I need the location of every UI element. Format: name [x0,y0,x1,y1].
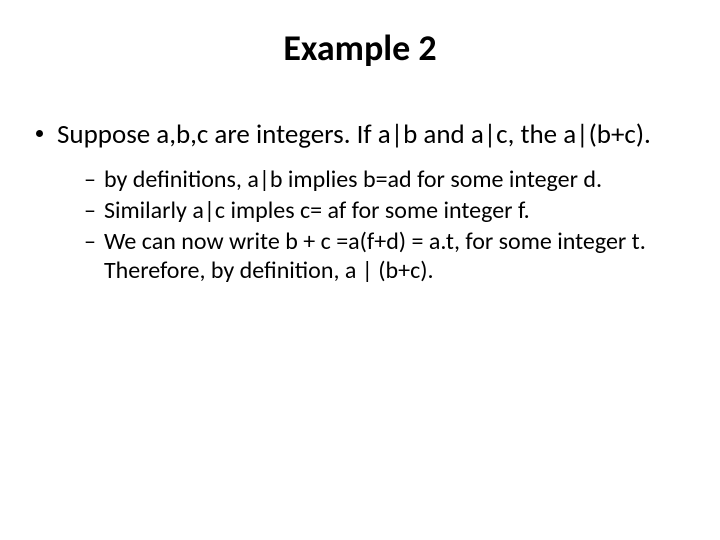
sub-bullet-text: We can now write b + c =a(f+d) = a.t, fo… [104,227,684,285]
sub-bullet: – by definitions, a|b implies b=ad for s… [84,165,684,194]
slide-title: Example 2 [36,26,684,70]
main-bullet: Suppose a,b,c are integers. If a|b and a… [36,118,684,151]
bullet-dot-icon [36,130,43,137]
sub-bullet-text: Similarly a|c imples c= af for some inte… [104,196,530,225]
dash-icon: – [84,227,96,256]
sub-bullet-text: by definitions, a|b implies b=ad for som… [104,165,602,194]
dash-icon: – [84,196,96,225]
sub-bullet: – We can now write b + c =a(f+d) = a.t, … [84,227,684,285]
slide: Example 2 Suppose a,b,c are integers. If… [0,0,720,540]
sub-bullet-list: – by definitions, a|b implies b=ad for s… [84,165,684,285]
main-bullet-text: Suppose a,b,c are integers. If a|b and a… [57,118,651,151]
sub-bullet: – Similarly a|c imples c= af for some in… [84,196,684,225]
dash-icon: – [84,165,96,194]
